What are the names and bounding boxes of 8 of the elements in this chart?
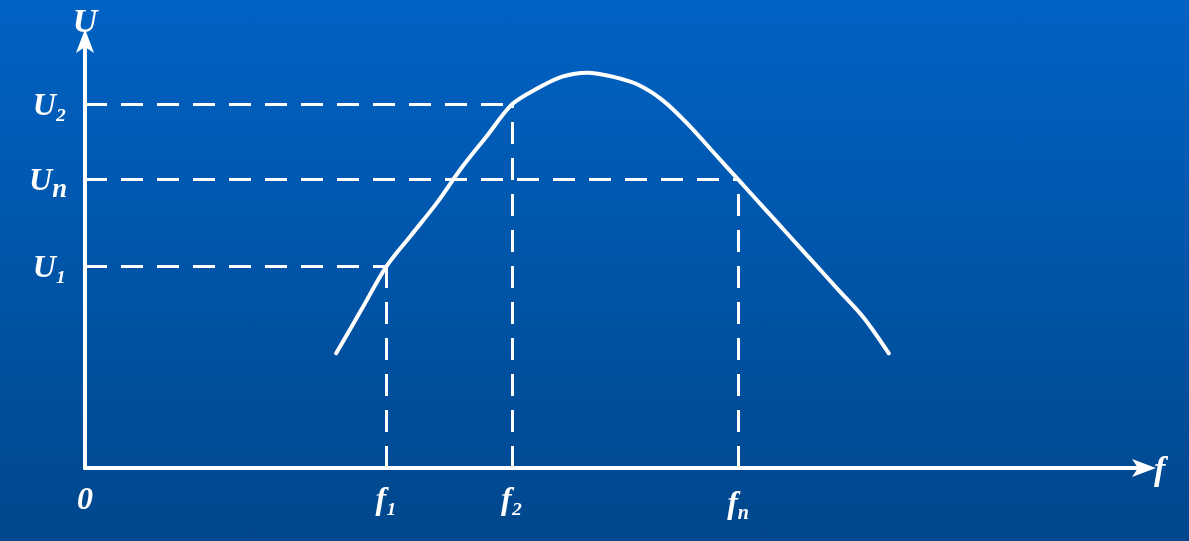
y-axis-title: U: [72, 1, 100, 39]
x-axis-title: f: [1154, 449, 1169, 487]
ref-line-label: U$_{п}$: [29, 161, 67, 206]
x-tick-label: f₂: [501, 480, 523, 516]
x-tick-label: f₁: [375, 480, 398, 516]
ref-line-label: U₂: [32, 86, 67, 123]
ref-line-label: U₁: [32, 248, 67, 285]
x-tick-label: 0: [77, 480, 93, 516]
